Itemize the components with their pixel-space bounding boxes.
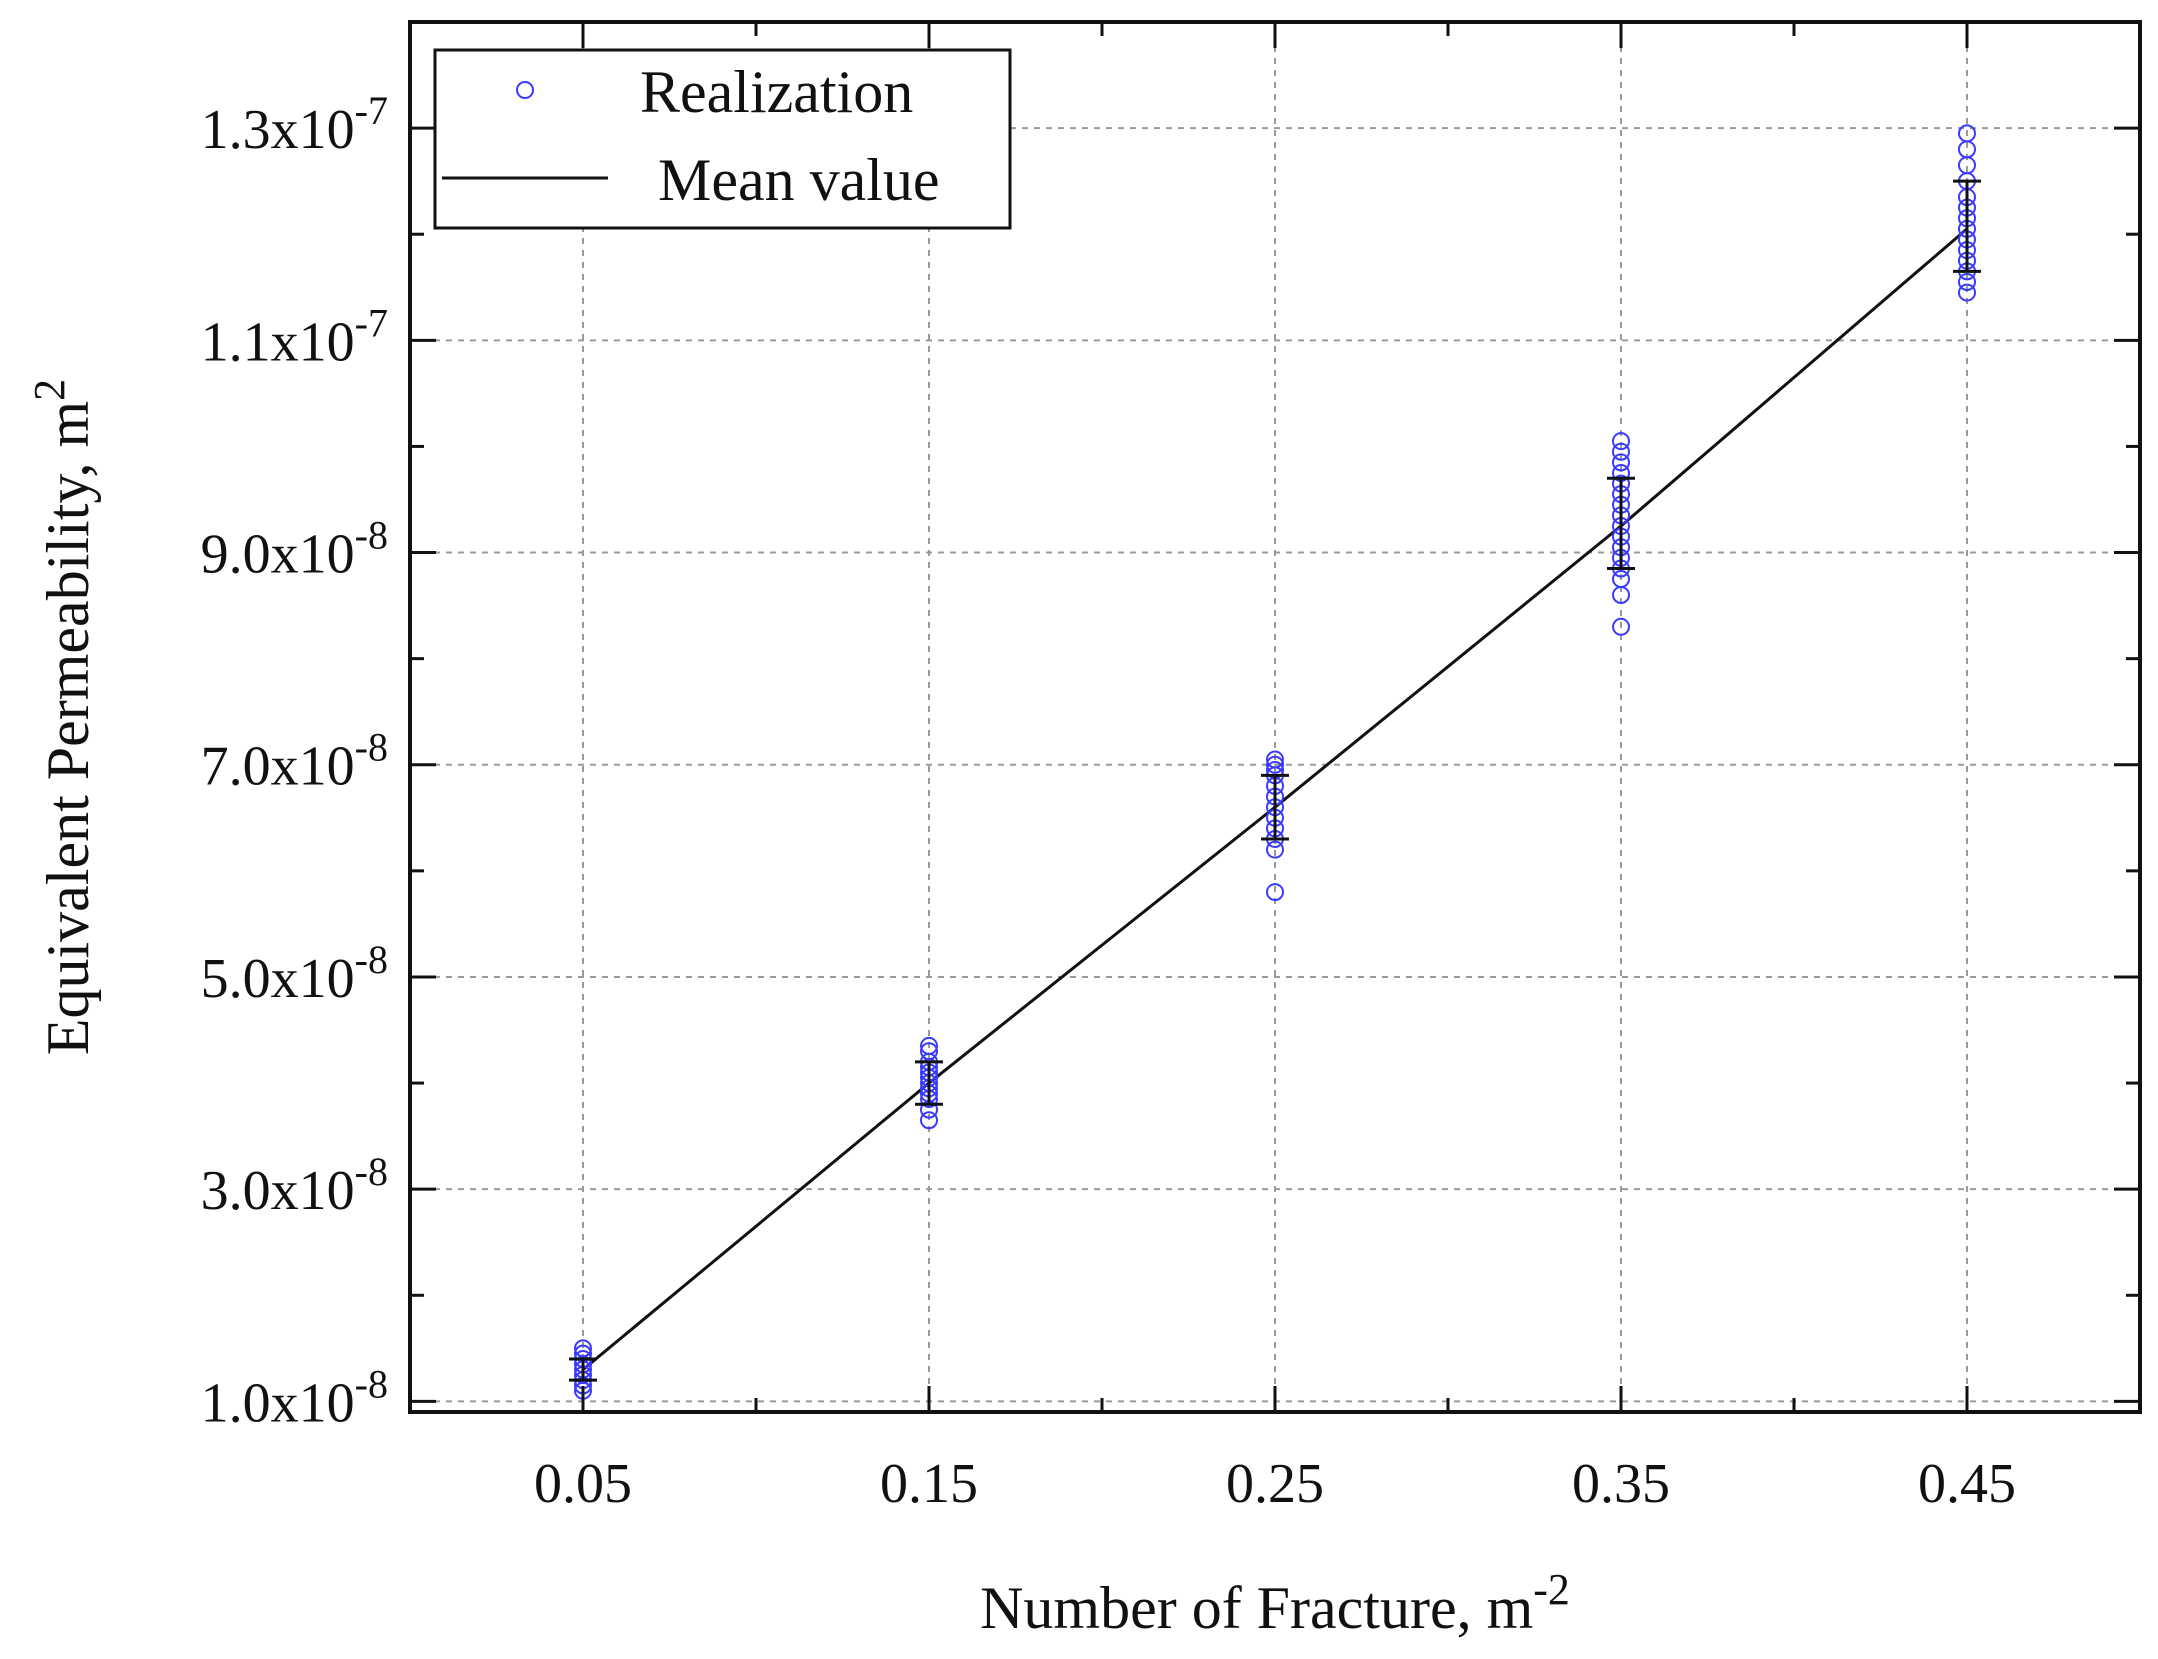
realization-point <box>1612 453 1630 472</box>
y-axis-title-superscript: 2 <box>25 379 74 401</box>
legend-realization-label: Realization <box>640 59 913 125</box>
x-tick-label: 0.05 <box>534 1453 632 1515</box>
y-tick-label: 3.0x10-8 <box>201 1149 388 1222</box>
realization-point <box>1266 750 1284 769</box>
y-tick-label: 1.0x10-8 <box>201 1361 388 1434</box>
y-tick-label: 5.0x10-8 <box>201 937 388 1010</box>
error-bar-layer <box>569 179 1981 1382</box>
x-tick-label: 0.25 <box>1226 1453 1324 1515</box>
realization-point <box>1958 283 1976 302</box>
x-tick-label: 0.15 <box>880 1453 978 1515</box>
legend: Realization Mean value <box>433 48 1012 230</box>
realization-point <box>920 1042 938 1061</box>
y-tick-label: 7.0x10-8 <box>201 725 388 798</box>
realization-point <box>1612 432 1630 451</box>
realization-point <box>1612 442 1630 461</box>
legend-mean-label: Mean value <box>658 147 940 213</box>
x-axis-title: Number of Fracture, m-2 <box>980 1565 1570 1641</box>
realization-point <box>1266 840 1284 859</box>
x-tick-label: 0.35 <box>1572 1453 1670 1515</box>
y-axis-title-text: Equivalent Permeability, m <box>35 401 101 1055</box>
y-axis-title: Equivalent Permeability, m2 <box>25 379 101 1055</box>
x-axis-title-superscript: -2 <box>1533 1565 1570 1614</box>
realization-point <box>920 1111 938 1130</box>
realization-point <box>1612 617 1630 636</box>
x-tick-label: 0.45 <box>1918 1453 2016 1515</box>
y-tick-labels: 1.0x10-8 3.0x10-8 5.0x10-8 7.0x10-8 9.0x10-8… <box>201 88 388 1434</box>
x-tick-labels: 0.05 0.15 0.25 0.35 0.45 <box>534 1453 2016 1515</box>
realization-point <box>1266 755 1284 774</box>
realization-point <box>1958 124 1976 143</box>
x-axis-title-text: Number of Fracture, m <box>980 1575 1533 1641</box>
legend-box <box>433 48 1012 230</box>
y-tick-label: 1.1x10-7 <box>201 300 388 373</box>
realization-point <box>1266 883 1284 902</box>
y-tick-label: 9.0x10-8 <box>201 513 388 586</box>
y-tick-label: 1.3x10-7 <box>201 88 388 161</box>
axis-ticks <box>408 20 2142 1412</box>
realization-point <box>574 1339 592 1358</box>
realization-point <box>1612 570 1630 589</box>
legend-realization-marker <box>516 81 534 99</box>
realization-point <box>1958 272 1976 291</box>
realization-point <box>920 1036 938 1055</box>
